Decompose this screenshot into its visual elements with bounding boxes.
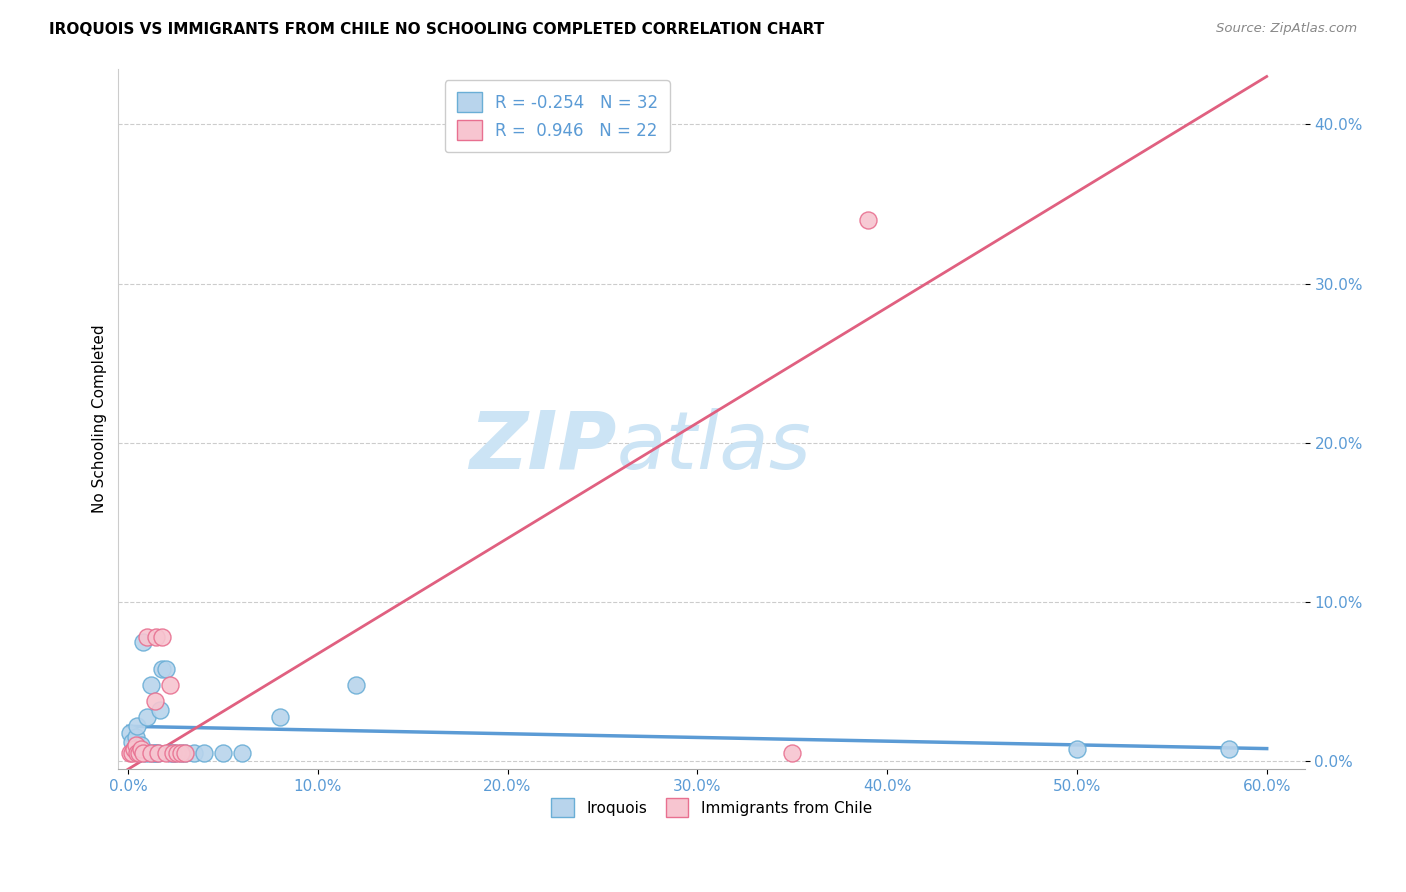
- Point: [132, 635, 155, 649]
- Point: [122, 741, 145, 756]
- Point: [1218, 741, 1240, 756]
- Point: [1066, 741, 1088, 756]
- Point: [150, 662, 173, 676]
- Point: [148, 747, 170, 761]
- Point: [128, 747, 150, 761]
- Point: [129, 741, 152, 756]
- Point: [118, 747, 141, 761]
- Point: [121, 747, 143, 761]
- Point: [143, 694, 166, 708]
- Point: [129, 739, 152, 753]
- Point: [155, 747, 177, 761]
- Point: [162, 747, 184, 761]
- Point: [150, 630, 173, 644]
- Point: [124, 731, 146, 745]
- Point: [139, 747, 162, 761]
- Point: [135, 630, 157, 644]
- Point: [856, 212, 879, 227]
- Text: atlas: atlas: [617, 408, 811, 486]
- Point: [142, 747, 165, 761]
- Point: [183, 747, 205, 761]
- Point: [780, 747, 803, 761]
- Point: [135, 710, 157, 724]
- Point: [344, 678, 367, 692]
- Point: [145, 747, 167, 761]
- Point: [173, 747, 195, 761]
- Point: [159, 747, 181, 761]
- Text: IROQUOIS VS IMMIGRANTS FROM CHILE NO SCHOOLING COMPLETED CORRELATION CHART: IROQUOIS VS IMMIGRANTS FROM CHILE NO SCH…: [49, 22, 824, 37]
- Point: [121, 735, 143, 749]
- Point: [139, 678, 162, 692]
- Point: [149, 703, 172, 717]
- Point: [165, 747, 187, 761]
- Text: ZIP: ZIP: [470, 408, 617, 486]
- Point: [269, 710, 291, 724]
- Point: [145, 630, 167, 644]
- Point: [211, 747, 233, 761]
- Point: [128, 747, 150, 761]
- Point: [138, 747, 160, 761]
- Point: [166, 747, 188, 761]
- Point: [193, 747, 215, 761]
- Point: [231, 747, 253, 761]
- Point: [170, 747, 193, 761]
- Point: [122, 741, 145, 756]
- Point: [127, 747, 149, 761]
- Point: [132, 747, 155, 761]
- Point: [155, 662, 177, 676]
- Point: [173, 747, 195, 761]
- Point: [143, 747, 166, 761]
- Text: Source: ZipAtlas.com: Source: ZipAtlas.com: [1216, 22, 1357, 36]
- Point: [159, 678, 181, 692]
- Point: [134, 747, 156, 761]
- Point: [162, 747, 184, 761]
- Point: [170, 747, 193, 761]
- Point: [127, 719, 149, 733]
- Legend: Iroquois, Immigrants from Chile: Iroquois, Immigrants from Chile: [544, 791, 880, 825]
- Y-axis label: No Schooling Completed: No Schooling Completed: [93, 325, 107, 513]
- Point: [124, 739, 146, 753]
- Point: [148, 747, 170, 761]
- Point: [118, 725, 141, 739]
